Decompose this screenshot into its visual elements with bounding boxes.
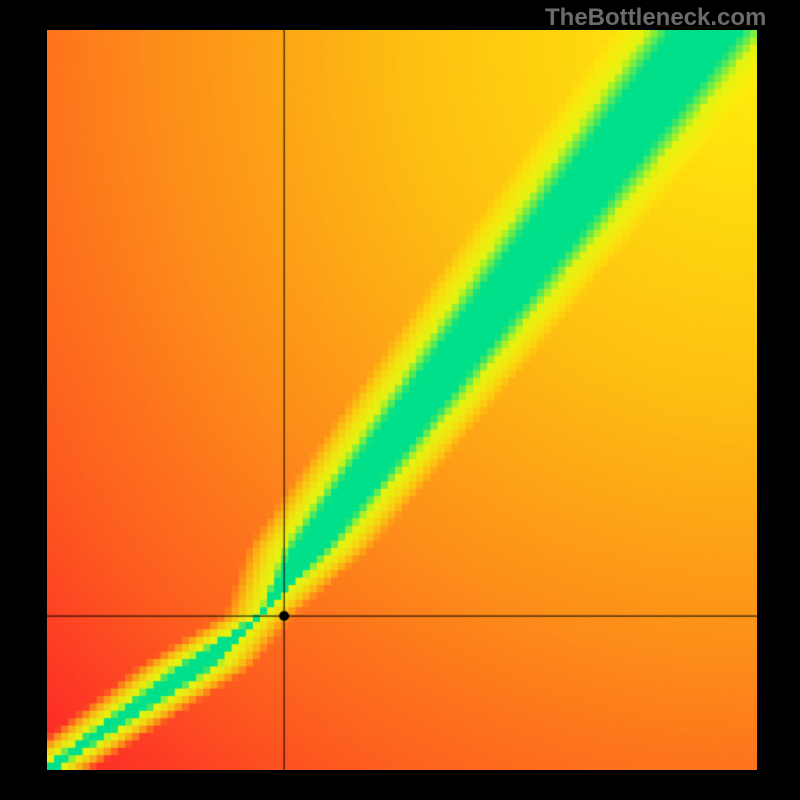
attribution-label: TheBottleneck.com	[545, 4, 766, 32]
bottleneck-heatmap	[47, 30, 757, 770]
chart-frame	[0, 0, 800, 800]
